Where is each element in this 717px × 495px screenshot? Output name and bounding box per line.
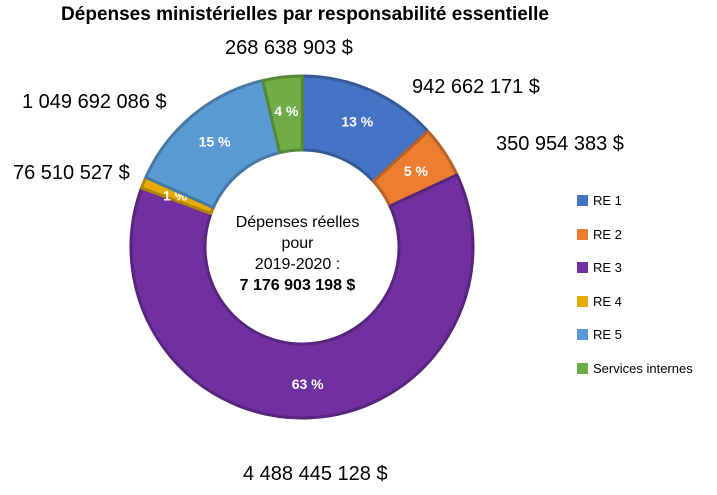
slice-re-3 xyxy=(129,173,475,420)
center-line-1: Dépenses réelles xyxy=(235,214,360,231)
center-line-3: 2019-2020 : xyxy=(254,256,341,273)
center-line-2: pour xyxy=(281,235,314,252)
center-total: 7 176 903 198 $ xyxy=(239,277,356,294)
slice-services-internes xyxy=(261,74,305,155)
percent-label-services-internes: 4 % xyxy=(274,103,299,119)
amount-label-re1: 942 662 171 $ xyxy=(412,76,540,98)
legend-swatch xyxy=(577,228,588,240)
percent-label-re-1: 13 % xyxy=(341,114,373,130)
legend-item-re3: RE 3 xyxy=(577,251,693,285)
legend-swatch xyxy=(577,262,588,274)
center-label: Dépenses réelles pour 2019-2020 : 7 176 … xyxy=(215,212,380,296)
legend-label: RE 5 xyxy=(593,327,622,343)
legend-swatch xyxy=(577,195,588,207)
legend-label: RE 4 xyxy=(593,293,622,309)
legend-swatch xyxy=(577,295,588,307)
legend-swatch xyxy=(577,362,588,374)
legend-label: RE 2 xyxy=(593,226,622,242)
legend-label: RE 1 xyxy=(593,193,622,209)
legend-item-re2: RE 2 xyxy=(577,218,693,252)
legend-label: Services internes xyxy=(593,360,693,376)
amount-label-re2: 350 954 383 $ xyxy=(496,133,624,155)
amount-label-re3: 4 488 445 128 $ xyxy=(243,463,388,485)
legend-swatch xyxy=(577,329,588,341)
chart-title: Dépenses ministérielles par responsabili… xyxy=(61,4,549,25)
legend-item-services-internes: Services internes xyxy=(577,352,693,386)
percent-label-re-5: 15 % xyxy=(199,133,231,149)
legend: RE 1 RE 2 RE 3 RE 4 RE 5 Services intern… xyxy=(577,184,693,385)
legend-label: RE 3 xyxy=(593,260,622,276)
percent-label-re-3: 63 % xyxy=(292,376,324,392)
percent-label-re-2: 5 % xyxy=(404,163,429,179)
legend-item-re1: RE 1 xyxy=(577,184,693,218)
legend-item-re4: RE 4 xyxy=(577,285,693,319)
legend-item-re5: RE 5 xyxy=(577,318,693,352)
amount-label-services-internes: 268 638 903 $ xyxy=(225,37,353,59)
amount-label-re4: 76 510 527 $ xyxy=(13,162,130,184)
amount-label-re5: 1 049 692 086 $ xyxy=(22,91,167,113)
